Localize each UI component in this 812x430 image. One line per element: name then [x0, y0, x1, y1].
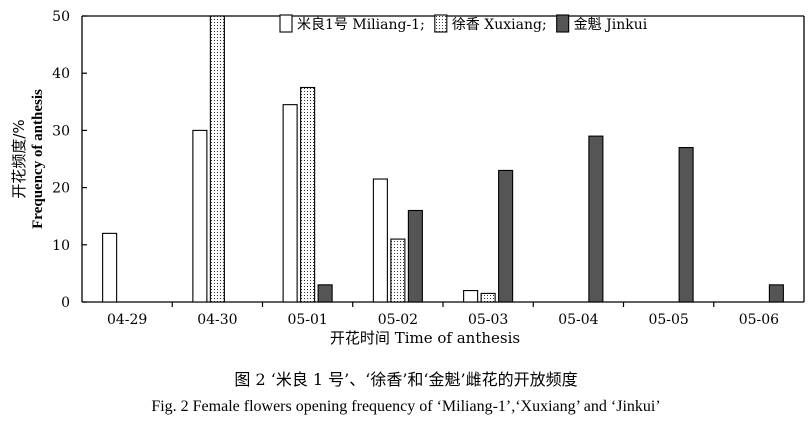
bar-jinkui-05-04	[588, 135, 604, 303]
bar-jinkui-05-01	[317, 284, 333, 303]
bar-miliang-05-03	[463, 290, 479, 303]
y-tick-label: 20	[52, 181, 70, 197]
legend-entry: 米良1号 Miliang-1;	[297, 17, 425, 33]
figure-caption-chinese: 图 2 ‘米良 1 号’、‘徐香’和‘金魁’雌花的开放频度	[234, 370, 578, 389]
x-tick-label: 05-05	[648, 312, 688, 328]
bar-jinkui-05-05	[678, 147, 694, 303]
legend-swatch	[556, 14, 570, 33]
y-axis-label-chinese: 开花频度/%	[10, 119, 28, 198]
legend-swatch	[434, 14, 448, 33]
x-tick-label: 04-30	[197, 312, 237, 328]
bar-jinkui-05-02	[407, 209, 423, 303]
bar-xuxiang-04-30	[209, 15, 225, 303]
chart-legend: 米良1号 Miliang-1; 徐香 Xuxiang; 金魁 Jinkui	[279, 14, 648, 33]
x-tick-label: 05-03	[468, 312, 508, 328]
y-tick-label: 50	[52, 9, 70, 25]
y-tick-label: 10	[52, 238, 70, 254]
x-tick-label: 05-02	[378, 312, 418, 328]
y-tick-label: 40	[52, 66, 70, 82]
bar-miliang-05-02	[372, 178, 388, 303]
bar-miliang-05-01	[282, 104, 298, 303]
y-tick-label: 30	[52, 123, 70, 139]
bar-jinkui-05-03	[498, 169, 514, 303]
bar-xuxiang-05-03	[480, 292, 496, 303]
bar-miliang-04-30	[192, 129, 208, 303]
bar-xuxiang-05-02	[390, 238, 406, 303]
legend-entry: 金魁 Jinkui	[574, 17, 648, 33]
y-axis-label-english: Frequency of anthesis	[30, 89, 46, 229]
bar-chart: 0 10 20 30 40 50 04-29 04-30 05-01 05-02 05-03 05-0…	[10, 9, 805, 347]
figure-caption-english: Fig. 2 Female flowers opening frequency …	[151, 398, 661, 415]
x-tick-label: 05-01	[287, 312, 327, 328]
x-tick-label: 05-06	[739, 312, 779, 328]
legend-entry: 徐香 Xuxiang;	[452, 17, 547, 33]
x-tick-label: 05-04	[558, 312, 598, 328]
x-axis-label: 开花时间 Time of anthesis	[330, 329, 520, 347]
chart-bars	[102, 15, 784, 303]
chart-axes: 0 10 20 30 40 50 04-29 04-30 05-01 05-02 05-03 05-0…	[52, 9, 805, 328]
y-tick-label: 0	[61, 295, 70, 311]
bar-miliang-04-29	[102, 232, 118, 303]
x-tick-label: 04-29	[107, 312, 147, 328]
legend-swatch	[279, 14, 293, 33]
bar-xuxiang-05-01	[300, 86, 316, 303]
bar-jinkui-05-06	[768, 284, 784, 303]
